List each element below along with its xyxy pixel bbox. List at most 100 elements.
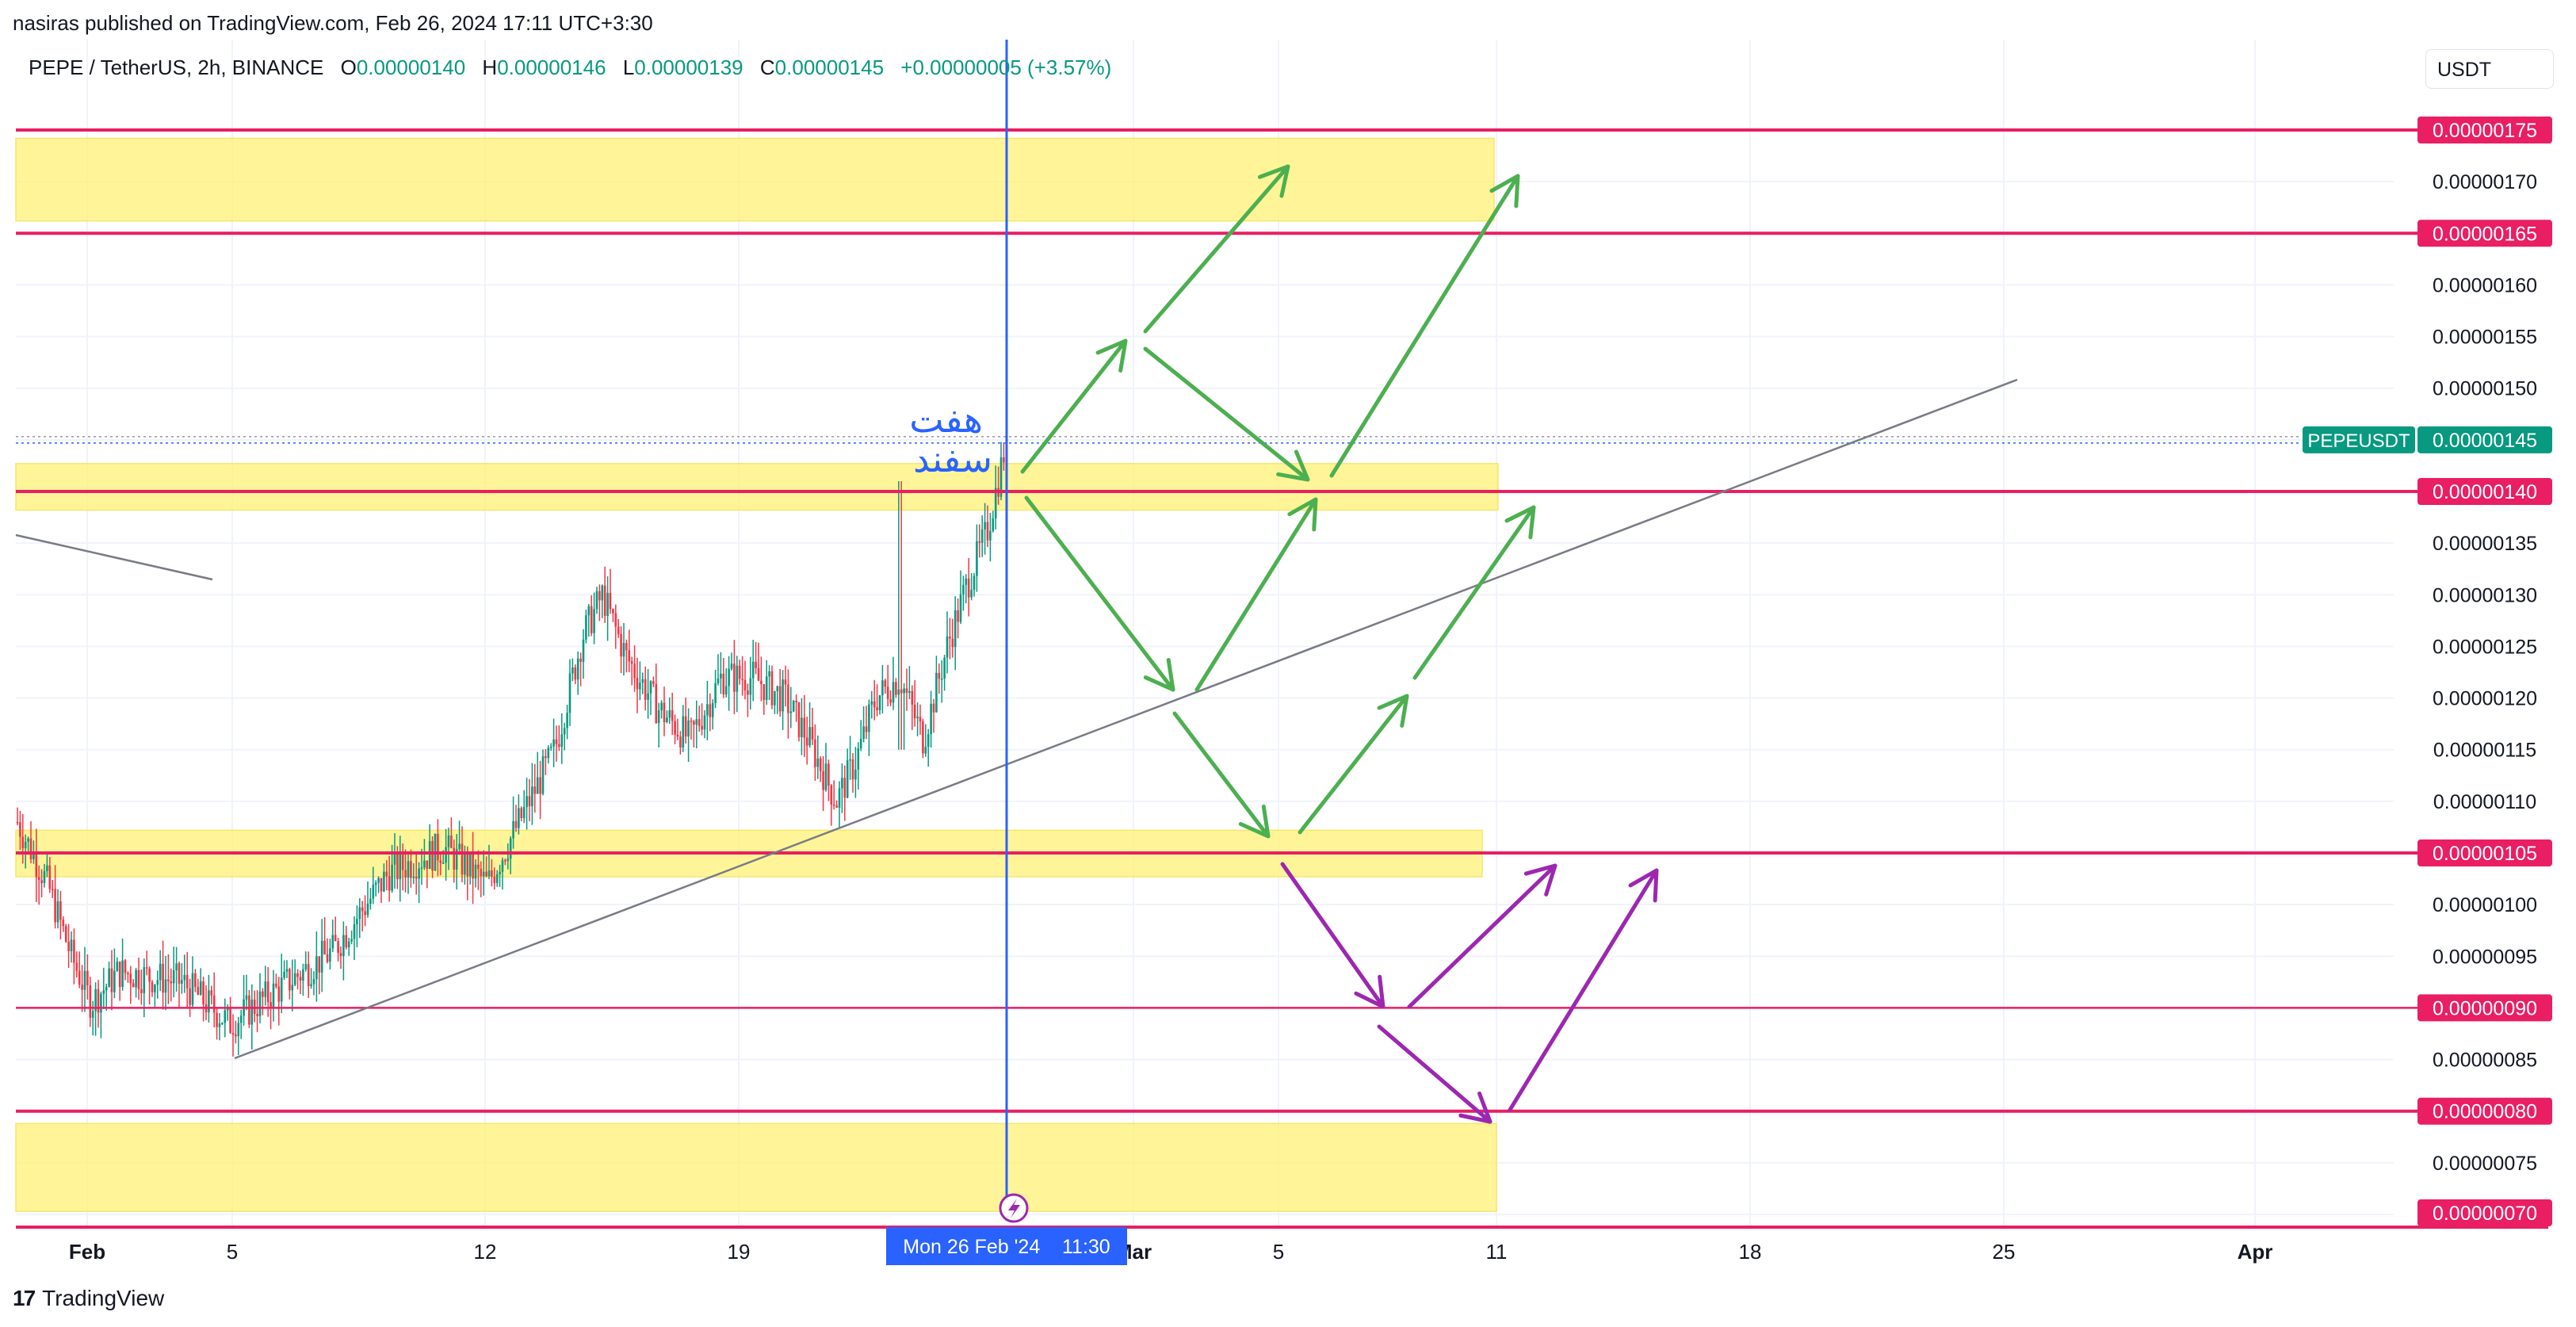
candle	[967, 557, 970, 617]
candle-body	[622, 643, 625, 657]
horizontal-levels[interactable]: 0.00000175 0.00000165 0.00000140 0.00000105…	[16, 117, 2552, 1226]
candle	[235, 1020, 237, 1044]
projection-arrow[interactable]	[1298, 694, 1409, 835]
candle-body	[720, 673, 722, 679]
candle-body	[630, 661, 633, 664]
candle	[576, 651, 579, 695]
candle-body	[984, 522, 986, 530]
candle	[239, 1009, 243, 1039]
projection-arrow[interactable]	[1020, 338, 1128, 474]
candle	[439, 854, 442, 876]
brand-footer[interactable]: 17 TradingView	[13, 1286, 164, 1311]
candle-body	[401, 853, 404, 870]
candle	[622, 622, 625, 676]
candle-body	[687, 721, 690, 737]
candle	[784, 665, 787, 707]
zone-box[interactable]	[15, 1122, 1497, 1212]
projection-arrow[interactable]	[1407, 863, 1557, 1009]
zone-box[interactable]	[15, 463, 1499, 511]
candle-body	[19, 822, 21, 837]
candle-body	[43, 871, 46, 884]
time-axis[interactable]: Feb 5 12 19 Mar 5 11 18 25 Apr	[69, 1240, 2273, 1264]
candle-body	[143, 967, 146, 993]
arrow-shaft	[1194, 497, 1318, 692]
x-tick-label: 25	[1993, 1240, 2016, 1264]
persian-annotation[interactable]: هفت سفند	[909, 398, 992, 480]
candle-body	[922, 721, 924, 754]
candle-body	[633, 664, 636, 679]
symbol-title[interactable]: PEPE / TetherUS, 2h, BINANCE	[29, 55, 324, 79]
candle-body	[568, 673, 571, 713]
candle-body	[593, 609, 595, 633]
candle	[862, 706, 865, 743]
candle-body	[824, 763, 827, 790]
candle	[973, 572, 976, 597]
candle-body	[420, 867, 423, 869]
price-axis[interactable]: 0.00000075 0.00000085 0.00000095 0.00000100…	[2433, 171, 2537, 1175]
candle	[684, 698, 687, 744]
candle	[620, 626, 622, 674]
candle	[237, 1016, 240, 1056]
projection-arrow[interactable]	[1194, 497, 1318, 692]
candle-body	[514, 820, 518, 828]
candle	[318, 956, 321, 995]
candle-body	[782, 679, 784, 712]
projection-arrow[interactable]	[1172, 711, 1271, 839]
projection-arrow[interactable]	[1508, 868, 1659, 1112]
projection-arrows[interactable]	[1020, 164, 1659, 1124]
projection-arrow[interactable]	[1329, 174, 1520, 478]
candle-body	[210, 990, 213, 996]
candle	[787, 669, 789, 739]
candle-body	[911, 690, 914, 705]
projection-arrow[interactable]	[1280, 862, 1385, 1009]
candle	[218, 1012, 221, 1041]
candle	[347, 938, 350, 956]
candle-body	[37, 877, 40, 881]
candle	[224, 998, 227, 1038]
projection-arrow[interactable]	[1143, 346, 1310, 482]
candle-body	[870, 701, 873, 705]
candle-body	[194, 973, 197, 988]
candle-body	[27, 838, 29, 842]
candle-body	[854, 769, 857, 780]
candle-body	[647, 693, 649, 700]
high-value: 0.00000146	[497, 55, 606, 79]
currency-selector[interactable]: USDT	[2425, 49, 2554, 89]
rising-trendline[interactable]	[234, 378, 2018, 1060]
candle-body	[116, 962, 119, 971]
projection-arrow[interactable]	[1024, 495, 1175, 692]
candle-body	[458, 843, 461, 850]
candle	[266, 966, 269, 1017]
projection-arrow[interactable]	[1377, 1024, 1492, 1124]
candle	[558, 725, 560, 751]
candle-body	[706, 704, 709, 716]
trend-lines[interactable]	[15, 378, 2018, 1060]
candle	[383, 863, 385, 893]
level-price-text: 0.00000175	[2433, 120, 2537, 142]
candle	[243, 974, 245, 1026]
candle-body	[399, 853, 402, 880]
candle-body	[412, 876, 415, 878]
candle-body	[857, 748, 860, 770]
candle-body	[999, 457, 1003, 497]
falling-trendline[interactable]	[15, 533, 213, 581]
projection-arrow[interactable]	[1412, 505, 1536, 680]
candle	[679, 731, 682, 755]
candle	[312, 971, 315, 996]
projection-arrow[interactable]	[1143, 164, 1290, 334]
candle-body	[29, 838, 32, 859]
candle	[687, 708, 690, 763]
candle	[437, 819, 439, 877]
candle-body	[347, 941, 350, 948]
candle	[229, 996, 231, 1034]
zone-box[interactable]	[15, 137, 1495, 222]
candle	[832, 780, 835, 810]
candle-body	[509, 838, 512, 859]
candle	[212, 972, 216, 1028]
candle	[757, 642, 760, 682]
candle	[307, 951, 310, 998]
candle-body	[369, 898, 372, 904]
candle-body	[83, 970, 86, 990]
candle-body	[552, 739, 555, 747]
